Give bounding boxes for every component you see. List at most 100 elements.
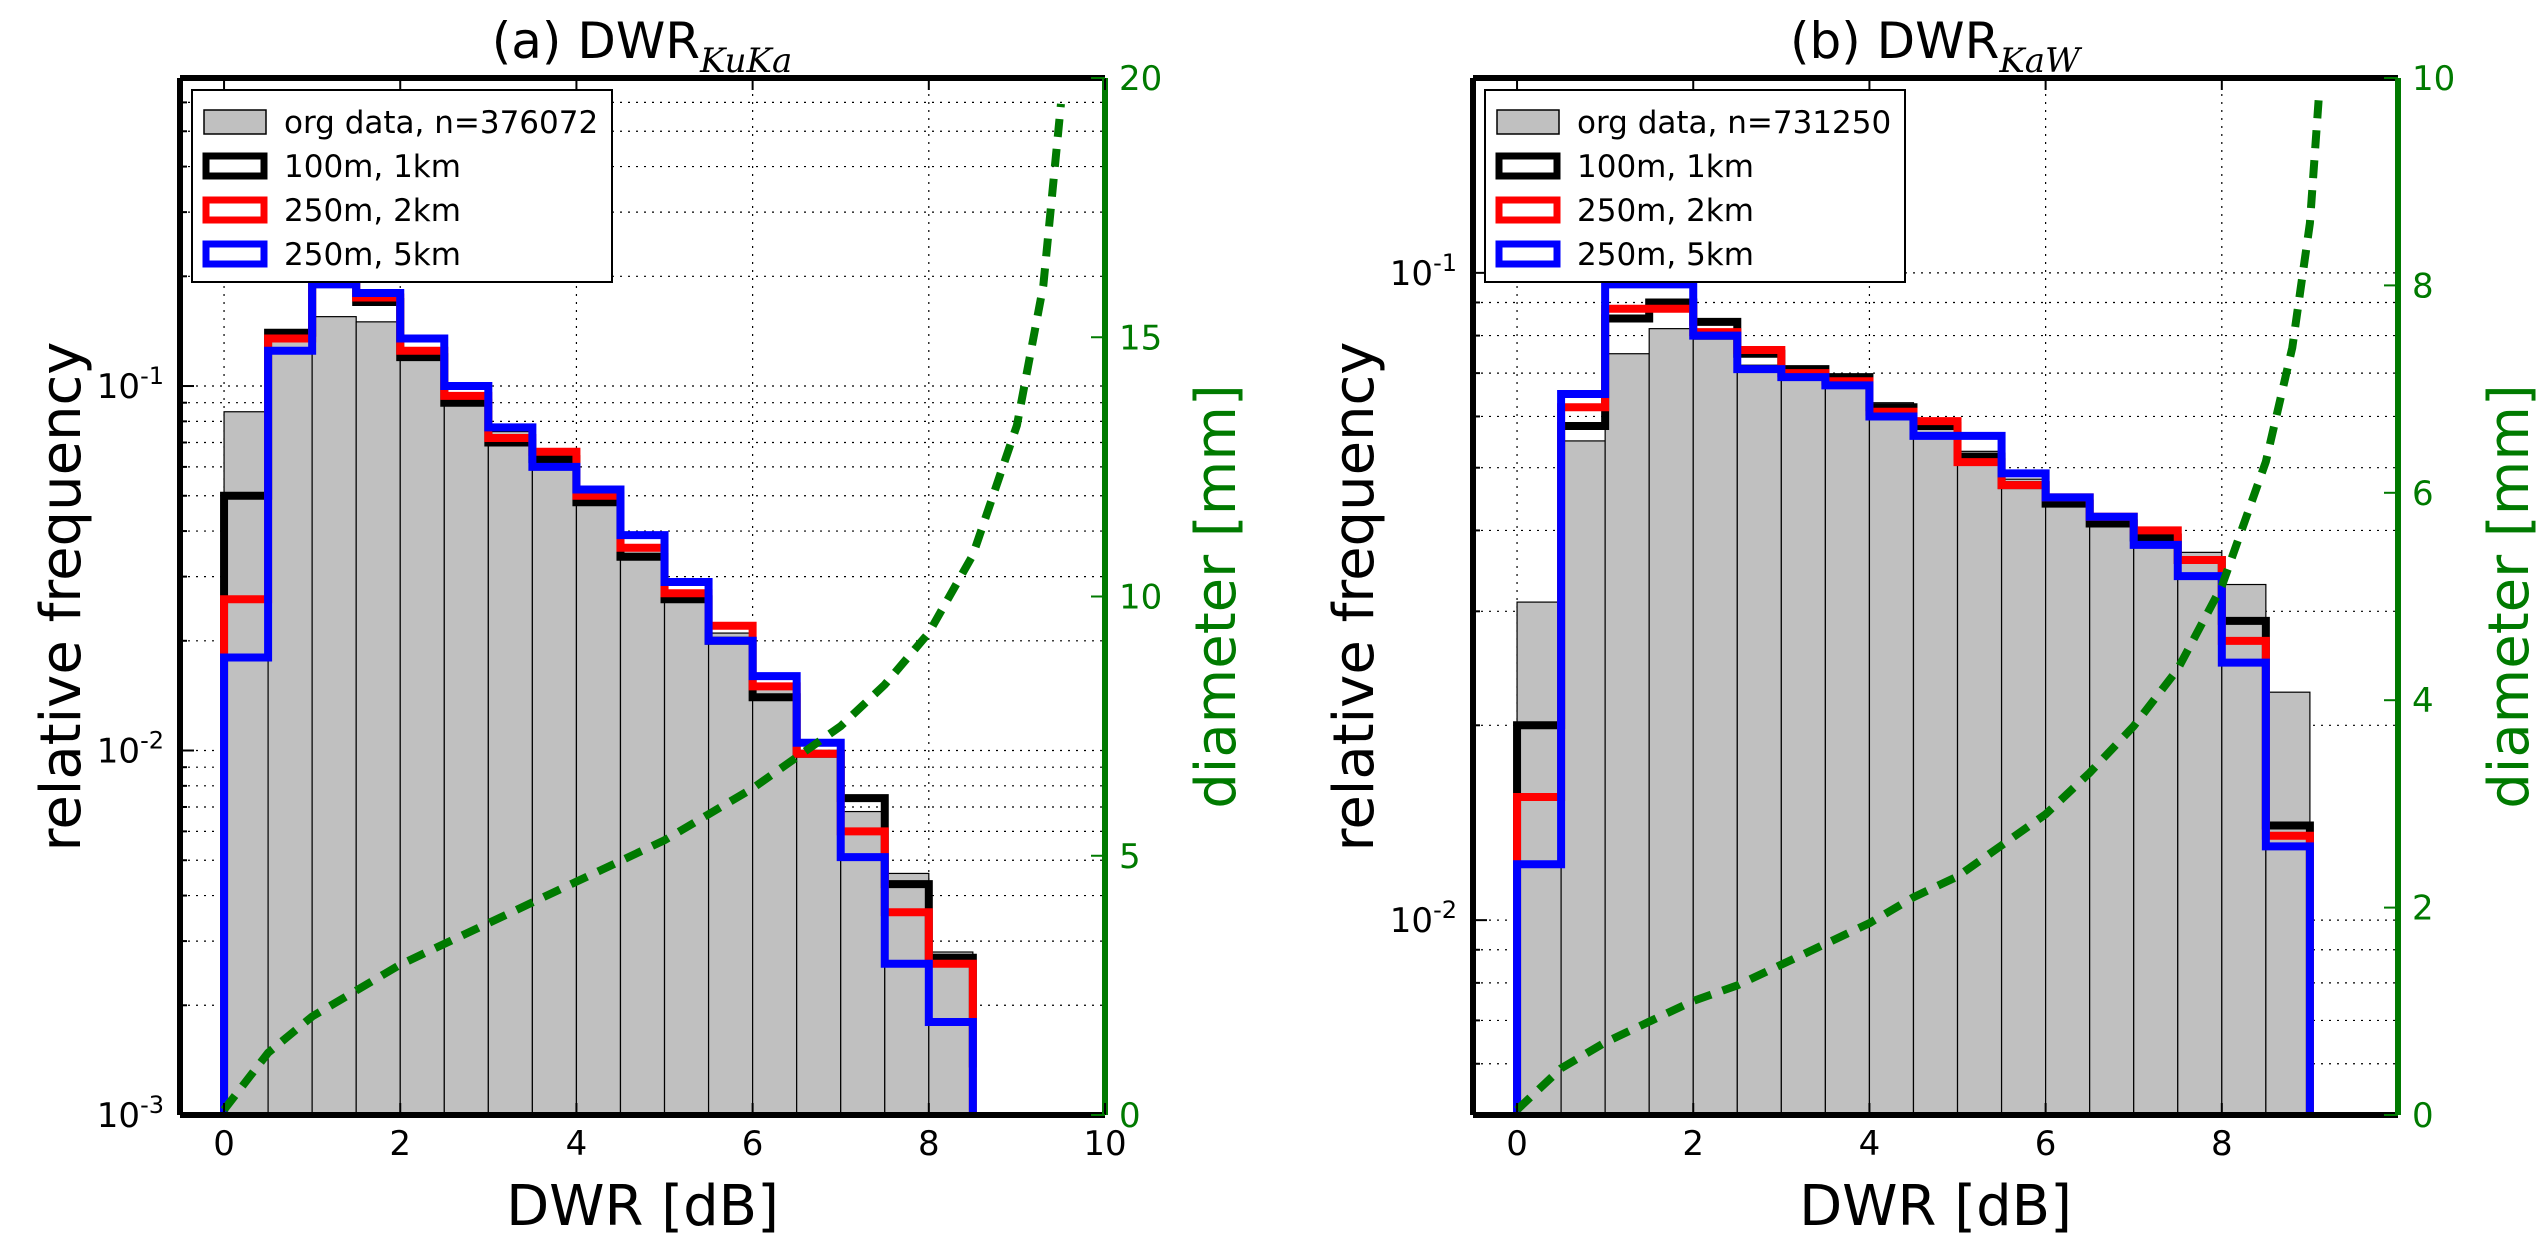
bar — [840, 810, 886, 1115]
legend-label: 100m, 1km — [284, 149, 461, 185]
bar — [1868, 402, 1915, 1115]
x-tick-label: 8 — [918, 1124, 940, 1164]
legend-swatch — [1495, 152, 1561, 180]
panel-title-subscript: KuKa — [699, 41, 792, 81]
step-series-250m-5km — [1513, 280, 2314, 1115]
bar — [2133, 529, 2179, 1115]
plot-area — [1473, 78, 2398, 1115]
x-tick-label: 4 — [566, 1124, 588, 1164]
panel-title-main: (a) DWR — [492, 12, 700, 70]
x-tick-label: 0 — [1506, 1124, 1528, 1164]
y-tick-exponent: -2 — [140, 727, 164, 755]
bar — [928, 951, 974, 1115]
panel-title: (b) DWRKaW — [1790, 12, 2083, 81]
y-tick-base: 10 — [97, 1096, 140, 1136]
y-tick-exponent: -3 — [140, 1091, 164, 1119]
legend-swatch — [202, 240, 268, 268]
bar — [1956, 450, 2003, 1115]
y2-tick-label: 10 — [1119, 578, 1162, 618]
x-tick-label: 2 — [389, 1124, 411, 1164]
legend-label: org data, n=376072 — [284, 105, 598, 141]
bar — [223, 411, 269, 1115]
y-tick-label: 10-2 — [1390, 896, 1457, 941]
bar — [1560, 440, 1606, 1115]
bar — [707, 632, 754, 1115]
y2-tick-label: 0 — [2412, 1096, 2434, 1136]
y2-axis-title: diameter [mm] — [2477, 384, 2541, 808]
x-tick-label: 2 — [1682, 1124, 1704, 1164]
bar — [2045, 496, 2091, 1115]
y2-tick-label: 20 — [1119, 59, 1162, 99]
y-axis-title: relative frequency — [1322, 342, 1387, 852]
y-tick-label: 10-2 — [97, 727, 164, 772]
bar — [2265, 691, 2311, 1115]
y-tick-label: 10-3 — [97, 1091, 164, 1136]
y2-tick-label: 5 — [1119, 837, 1141, 877]
bar — [267, 337, 313, 1115]
x-axis-title: DWR [dB] — [506, 1174, 779, 1239]
y2-tick-label: 2 — [2412, 889, 2434, 929]
y2-axis-title: diameter [mm] — [1184, 384, 1249, 808]
y-tick-label: 10-1 — [97, 362, 164, 407]
bar — [531, 458, 578, 1115]
panel-title-subscript: KaW — [1998, 41, 2083, 81]
diameter-curve — [220, 103, 1065, 1113]
bar — [443, 393, 489, 1115]
x-axis-title: DWR [dB] — [1799, 1174, 2072, 1239]
legend-label: 250m, 5km — [284, 237, 461, 273]
bar — [1912, 425, 1959, 1115]
y-tick-base: 10 — [97, 367, 140, 407]
legend: org data, n=731250 100m, 1km 250m, 2km 250m… — [1484, 89, 1906, 283]
y-tick-exponent: -2 — [1433, 896, 1457, 924]
panel-title: (a) DWRKuKa — [492, 12, 792, 81]
x-tick-label: 10 — [1083, 1124, 1126, 1164]
bar — [2000, 478, 2047, 1115]
x-tick-label: 8 — [2211, 1124, 2233, 1164]
bar — [1780, 372, 1826, 1115]
bar — [399, 350, 445, 1115]
y-tick-exponent: -1 — [1433, 249, 1457, 277]
bar — [575, 501, 622, 1115]
bar — [1516, 601, 1562, 1115]
step-series-250m-5km — [220, 280, 977, 1115]
bar — [2221, 583, 2267, 1115]
bar — [311, 316, 357, 1115]
y2-tick-label: 0 — [1119, 1096, 1141, 1136]
y-tick-label: 10-1 — [1390, 249, 1457, 294]
y2-tick-label: 15 — [1119, 318, 1162, 358]
bar — [1604, 353, 1650, 1115]
legend-label: 100m, 1km — [1577, 149, 1754, 185]
x-tick-label: 4 — [1859, 1124, 1881, 1164]
y2-tick-label: 10 — [2412, 59, 2455, 99]
bar — [752, 685, 798, 1115]
bar — [1824, 380, 1871, 1115]
bar — [619, 547, 666, 1115]
legend-label: 250m, 5km — [1577, 237, 1754, 273]
y2-tick-label: 4 — [2412, 681, 2434, 721]
legend-swatch — [202, 196, 268, 224]
legend: org data, n=376072 100m, 1km 250m, 2km 250m… — [191, 89, 613, 283]
bar — [2177, 551, 2223, 1115]
legend-swatch — [1495, 196, 1561, 224]
legend-swatch — [1495, 240, 1561, 268]
bar — [796, 753, 842, 1115]
x-tick-label: 6 — [2035, 1124, 2057, 1164]
legend-label: org data, n=731250 — [1577, 105, 1891, 141]
y-axis-title: relative frequency — [29, 342, 94, 852]
y2-tick-label: 8 — [2412, 266, 2434, 306]
y-tick-base: 10 — [1390, 901, 1433, 941]
y-tick-base: 10 — [97, 732, 140, 772]
bar — [1736, 364, 1782, 1115]
legend-label: 250m, 2km — [284, 193, 461, 229]
plot-area — [180, 78, 1105, 1115]
x-tick-label: 0 — [213, 1124, 235, 1164]
legend-swatch — [1496, 109, 1560, 135]
bar — [355, 321, 401, 1115]
panel-title-main: (b) DWR — [1790, 12, 1999, 70]
legend-swatch — [203, 109, 267, 135]
legend-label: 250m, 2km — [1577, 193, 1754, 229]
bar — [2089, 516, 2135, 1115]
y-tick-base: 10 — [1390, 254, 1433, 294]
